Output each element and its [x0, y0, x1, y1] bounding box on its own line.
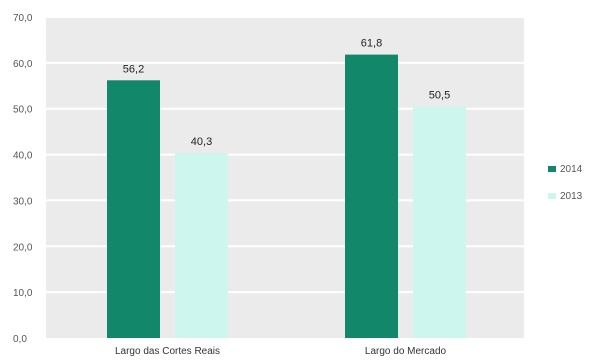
bar-2013 — [175, 153, 228, 338]
data-label: 56,2 — [123, 63, 144, 75]
y-tick-label: 10,0 — [13, 288, 33, 299]
legend-label: 2013 — [560, 191, 583, 202]
bar-2014 — [107, 80, 160, 338]
y-tick-label: 60,0 — [13, 59, 33, 70]
legend: 2014 2013 — [548, 164, 583, 202]
y-tick-label: 0,0 — [13, 334, 27, 345]
data-labels: 56,2 40,3 61,8 50,5 — [123, 38, 450, 149]
category-label: Largo das Cortes Reais — [115, 346, 220, 357]
y-tick-label: 30,0 — [13, 196, 33, 207]
legend-swatch — [548, 193, 556, 199]
legend-swatch — [548, 166, 556, 172]
y-tick-label: 70,0 — [13, 13, 33, 24]
y-tick-label: 20,0 — [13, 242, 33, 253]
data-label: 50,5 — [429, 89, 450, 101]
y-axis-tick-labels: 0,0 10,0 20,0 30,0 40,0 50,0 60,0 70,0 — [13, 13, 33, 345]
y-tick-label: 50,0 — [13, 105, 33, 116]
category-label: Largo do Mercado — [365, 346, 447, 357]
bars — [107, 54, 466, 339]
legend-label: 2014 — [560, 164, 583, 175]
data-label: 40,3 — [191, 136, 212, 148]
bar-2013 — [413, 106, 466, 339]
category-labels: Largo das Cortes Reais Largo do Mercado — [115, 346, 447, 357]
data-label: 61,8 — [361, 38, 382, 50]
bar-2014 — [345, 54, 398, 339]
y-tick-label: 40,0 — [13, 151, 33, 162]
